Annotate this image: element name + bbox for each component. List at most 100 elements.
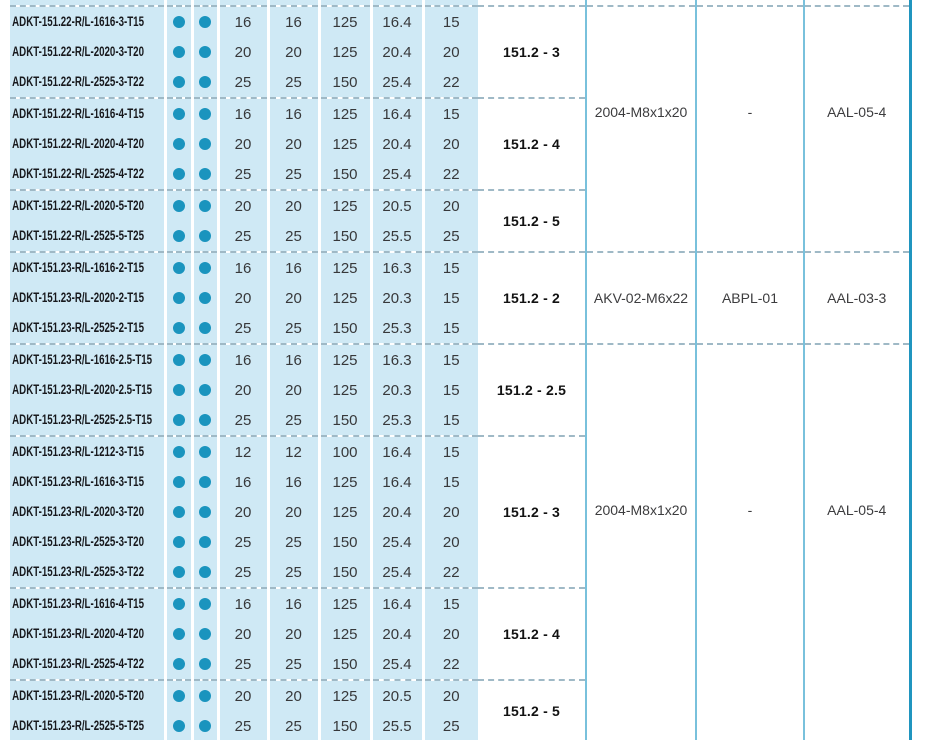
dimension-cell: 20 — [268, 283, 321, 313]
availability-cell — [192, 649, 220, 680]
availability-dot-icon — [172, 261, 185, 274]
availability-dot-icon — [172, 45, 185, 58]
part-number-label: ADKT-151.23-R/L-2020-2.5-T15 — [12, 382, 153, 397]
availability-dot-icon — [172, 137, 185, 150]
dimension-cell: 20 — [268, 679, 321, 711]
dimension-cell: 22 — [423, 557, 478, 588]
part-number-cell: ADKT-151.23-R/L-2020-2-T15 — [10, 283, 167, 313]
dimension-cell: 150 — [319, 313, 373, 344]
dimension-cell: 20 — [423, 679, 478, 711]
part-number-cell: ADKT-151.22-R/L-2525-3-T22 — [10, 67, 167, 98]
insert-size-cell: 151.2 - 2 — [478, 251, 587, 344]
dimension-cell: 100 — [319, 435, 373, 467]
dimension-cell: 125 — [319, 5, 373, 37]
dimension-cell: 20.5 — [371, 679, 425, 711]
part-number-cell: ADKT-151.22-R/L-1616-3-T15 — [10, 5, 167, 37]
dimension-cell — [218, 0, 270, 6]
clamping-screw-label: 2004-M8x1x20 — [594, 502, 688, 518]
availability-cell — [165, 405, 194, 436]
dimension-cell: 150 — [319, 557, 373, 588]
availability-cell — [192, 619, 220, 649]
table-row: ADKT-151.23-R/L-2020-5-T20 20 20 125 20.5 20 1… — [10, 679, 910, 740]
wrench-label: AAL-05-4 — [827, 502, 887, 518]
dimension-cell: 25 — [218, 159, 270, 190]
availability-cell — [165, 283, 194, 313]
availability-cell — [165, 557, 194, 588]
availability-dot-icon — [199, 15, 211, 28]
part-number-cell: ADKT-151.23-R/L-1212-3-T15 — [10, 435, 167, 467]
availability-dot-icon — [172, 505, 185, 518]
part-number-label: ADKT-151.23-R/L-2020-2-T15 — [12, 290, 144, 305]
availability-cell — [165, 67, 194, 98]
support-pad-label: - — [747, 104, 753, 120]
dimension-cell: 25 — [268, 159, 321, 190]
part-number-label: ADKT-151.23-R/L-2525-3-T20 — [12, 534, 144, 549]
availability-cell — [192, 5, 220, 37]
dimension-cell: 25 — [268, 313, 321, 344]
part-number-label: ADKT-151.23-R/L-1616-4-T15 — [12, 596, 144, 611]
insert-size-label: 151.2 - 4 — [502, 136, 561, 152]
clamping-screw-cell: 2004-M8x1x20 — [586, 5, 697, 252]
availability-dot-icon — [199, 137, 211, 150]
dimension-cell: 25 — [218, 711, 270, 740]
availability-cell — [165, 711, 194, 740]
availability-cell — [192, 679, 220, 711]
dimension-cell: 20.5 — [371, 189, 425, 221]
part-number-label: ADKT-151.23-R/L-1616-2-T15 — [12, 260, 144, 275]
dimension-cell: 20 — [423, 37, 478, 67]
availability-dot-icon — [199, 627, 211, 640]
availability-cell — [165, 189, 194, 221]
table-row: ADKT-151.23-R/L-1212-3-T15 12 12 100 16.4 15 1… — [10, 435, 910, 588]
availability-dot-icon — [172, 475, 185, 488]
availability-dot-icon — [172, 535, 185, 548]
availability-cell — [192, 189, 220, 221]
part-number-label: ADKT-151.23-R/L-2020-3-T20 — [12, 504, 144, 519]
dimension-cell: 150 — [319, 159, 373, 190]
availability-cell — [165, 527, 194, 557]
dimension-cell: 20 — [218, 37, 270, 67]
availability-dot-icon — [199, 167, 211, 180]
dimension-cell: 20.3 — [371, 375, 425, 405]
availability-dot-icon — [172, 229, 185, 242]
dimension-cell: 25 — [268, 405, 321, 436]
cropped-row-sliver — [10, 0, 912, 6]
availability-dot-icon — [199, 261, 211, 274]
dimension-cell: 22 — [423, 159, 478, 190]
availability-dot-icon — [172, 199, 185, 212]
part-number-cell: ADKT-151.23-R/L-1616-4-T15 — [10, 587, 167, 619]
availability-cell — [192, 159, 220, 190]
availability-cell — [192, 435, 220, 467]
table-row: ADKT-151.22-R/L-2020-5-T20 20 20 125 20.5 20 1… — [10, 189, 910, 252]
availability-dot-icon — [199, 353, 211, 366]
support-pad-cell: - — [696, 5, 805, 252]
availability-cell — [165, 679, 194, 711]
part-number-cell: ADKT-151.22-R/L-2020-4-T20 — [10, 129, 167, 159]
table-row: ADKT-151.23-R/L-2525-2-T15 25 25 150 25.3 15 — [10, 313, 910, 344]
part-number-label: ADKT-151.22-R/L-2525-3-T22 — [12, 74, 144, 89]
dimension-cell: 25.5 — [371, 711, 425, 740]
part-number-cell: ADKT-151.23-R/L-2525-4-T22 — [10, 649, 167, 680]
dimension-cell: 20.4 — [371, 37, 425, 67]
dimension-cell: 15 — [423, 405, 478, 436]
availability-dot-icon — [199, 719, 211, 732]
availability-cell — [165, 97, 194, 129]
dimension-cell: 25 — [268, 527, 321, 557]
wrench-cell: AAL-03-3 — [804, 251, 912, 344]
dimension-cell: 16 — [268, 251, 321, 283]
part-number-cell: ADKT-151.22-R/L-2525-4-T22 — [10, 159, 167, 190]
dimension-cell: 20 — [268, 37, 321, 67]
dimension-cell: 16.3 — [371, 251, 425, 283]
dimension-cell: 22 — [423, 67, 478, 98]
availability-dot-icon — [172, 383, 185, 396]
availability-dot-icon — [199, 45, 211, 58]
dimension-cell: 15 — [423, 251, 478, 283]
dimension-cell: 16.4 — [371, 467, 425, 497]
table-row: ADKT-151.22-R/L-2525-4-T22 25 25 150 25.4 22 — [10, 159, 910, 190]
dimension-cell: 25 — [218, 405, 270, 436]
dimension-cell: 20.4 — [371, 497, 425, 527]
availability-dot-icon — [199, 565, 211, 578]
availability-dot-icon — [199, 475, 211, 488]
availability-cell — [165, 221, 194, 252]
part-number-cell: ADKT-151.23-R/L-1616-3-T15 — [10, 467, 167, 497]
part-number-label: ADKT-151.22-R/L-2525-5-T25 — [12, 228, 144, 243]
